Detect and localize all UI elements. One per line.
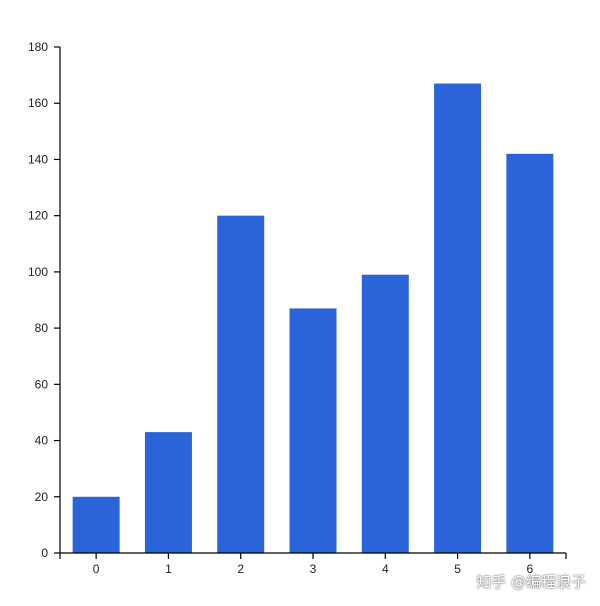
x-tick-label-2: 2 — [237, 562, 244, 576]
x-tick-label-4: 4 — [382, 562, 389, 576]
y-tick-label-120: 120 — [28, 209, 48, 223]
y-tick-label-0: 0 — [41, 546, 48, 560]
bar-0 — [72, 496, 120, 553]
bar-2 — [217, 215, 265, 553]
y-axis: 0 20 40 60 80 100 120 140 160 180 — [28, 40, 61, 560]
bar-4 — [361, 274, 409, 553]
y-tick-label-40: 40 — [35, 434, 49, 448]
y-tick-label-100: 100 — [28, 265, 48, 279]
x-tick-label-1: 1 — [165, 562, 172, 576]
bar-1 — [144, 432, 192, 553]
y-tick-label-80: 80 — [35, 321, 49, 335]
watermark: 知乎 @编程浪子 — [476, 573, 586, 591]
bar-5 — [434, 83, 482, 554]
y-tick-label-60: 60 — [35, 377, 49, 391]
x-axis: 0 1 2 3 4 5 6 — [59, 552, 567, 576]
y-tick-label-160: 160 — [28, 96, 48, 110]
bar-3 — [289, 308, 337, 553]
y-tick-label-140: 140 — [28, 152, 48, 166]
y-tick-label-180: 180 — [28, 40, 48, 54]
bar-6 — [506, 153, 554, 554]
x-tick-label-6: 6 — [527, 562, 534, 576]
y-tick-label-20: 20 — [35, 490, 49, 504]
x-tick-label-3: 3 — [310, 562, 317, 576]
x-tick-label-5: 5 — [454, 562, 461, 576]
x-tick-label-0: 0 — [93, 562, 100, 576]
bars-group — [72, 83, 554, 554]
